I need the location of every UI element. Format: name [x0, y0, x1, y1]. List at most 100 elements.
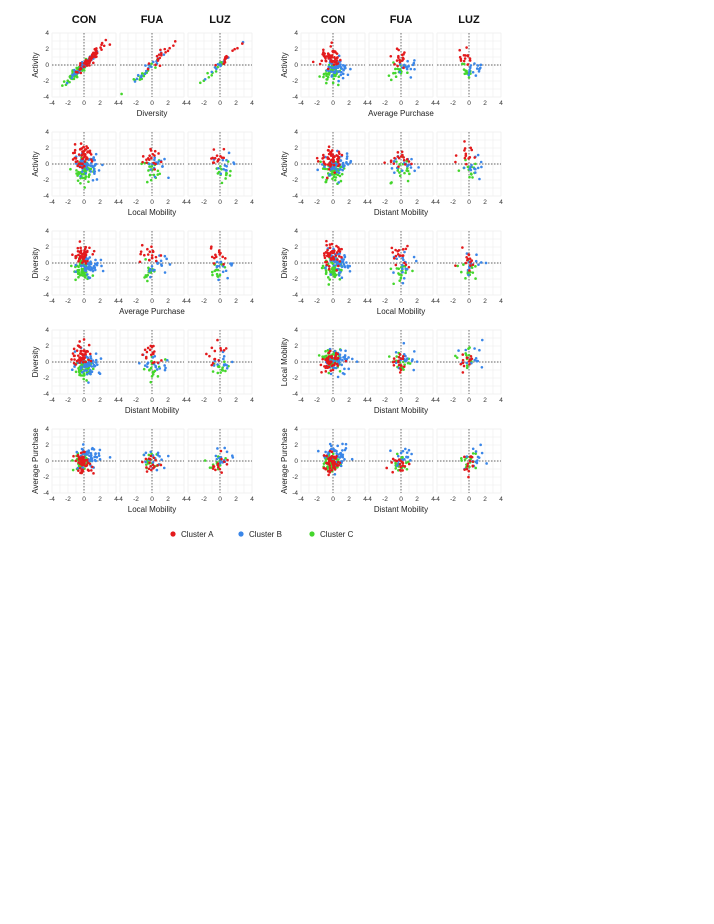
point-cluster-b — [92, 167, 96, 171]
x-tick-label: 2 — [166, 100, 170, 107]
point-cluster-b — [223, 164, 227, 167]
point-cluster-b — [349, 159, 353, 163]
point-cluster-a — [84, 262, 88, 265]
point-cluster-a — [470, 148, 474, 152]
y-tick-label: 0 — [45, 260, 49, 267]
x-tick-label: 0 — [467, 496, 471, 503]
point-cluster-c — [394, 71, 397, 75]
y-tick-label: -4 — [292, 391, 298, 398]
point-cluster-a — [325, 461, 328, 465]
point-cluster-b — [215, 457, 219, 461]
point-cluster-c — [83, 168, 87, 172]
point-cluster-c — [76, 179, 80, 182]
point-cluster-a — [393, 63, 396, 66]
point-cluster-c — [460, 457, 463, 460]
y-tick-label: 0 — [294, 260, 298, 267]
point-cluster-c — [216, 275, 220, 278]
point-cluster-a — [469, 146, 473, 150]
x-tick-label: 2 — [415, 100, 419, 107]
point-cluster-a — [90, 56, 94, 60]
point-cluster-a — [79, 471, 82, 475]
point-cluster-b — [212, 364, 216, 367]
point-cluster-a — [335, 154, 338, 157]
point-cluster-b — [343, 367, 346, 371]
point-cluster-b — [349, 67, 352, 71]
point-cluster-b — [92, 156, 96, 159]
x-axis-label: Average Purchase — [119, 307, 185, 316]
point-cluster-b — [74, 270, 77, 274]
x-tick-label: 2 — [483, 298, 487, 305]
point-cluster-b — [75, 450, 79, 454]
point-cluster-a — [214, 253, 217, 257]
point-cluster-b — [414, 259, 418, 263]
point-cluster-b — [341, 165, 345, 169]
point-cluster-c — [85, 379, 88, 382]
x-tick-label: 4 — [114, 496, 118, 503]
y-axis-label: Activity — [31, 52, 40, 77]
x-tick-label: 4 — [114, 100, 118, 107]
subplot-fua: -4 -2 0 2 4 — [366, 131, 435, 206]
y-tick-label: 2 — [45, 46, 49, 53]
point-cluster-c — [327, 371, 331, 375]
point-cluster-a — [159, 463, 163, 467]
point-cluster-b — [341, 449, 344, 452]
point-cluster-b — [415, 360, 419, 363]
x-tick-label: -2 — [450, 298, 456, 305]
point-cluster-b — [332, 449, 336, 453]
point-cluster-b — [97, 454, 101, 457]
point-cluster-a — [146, 156, 150, 160]
point-cluster-a — [398, 60, 402, 64]
point-cluster-b — [93, 365, 96, 368]
point-cluster-b — [227, 151, 231, 155]
point-cluster-a — [471, 460, 475, 463]
point-cluster-b — [339, 270, 342, 274]
point-cluster-b — [478, 348, 481, 352]
point-cluster-a — [340, 247, 343, 251]
y-axis-label: Local Mobility — [280, 338, 289, 386]
point-cluster-a — [214, 468, 217, 472]
x-tick-label: -4 — [366, 199, 372, 206]
point-cluster-c — [89, 167, 93, 171]
point-cluster-a — [399, 155, 403, 158]
x-tick-label: -2 — [382, 199, 388, 206]
x-tick-label: 0 — [399, 100, 403, 107]
point-cluster-b — [221, 270, 225, 274]
point-cluster-c — [76, 272, 80, 275]
point-cluster-a — [327, 473, 330, 477]
point-cluster-c — [460, 270, 463, 274]
point-cluster-a — [78, 361, 81, 364]
point-cluster-b — [399, 451, 403, 455]
point-cluster-b — [345, 157, 349, 160]
point-cluster-a — [467, 475, 470, 479]
point-cluster-a — [326, 356, 330, 360]
point-cluster-b — [468, 167, 471, 171]
point-cluster-b — [94, 152, 98, 156]
y-tick-label: 2 — [45, 343, 49, 350]
point-cluster-b — [329, 372, 333, 376]
subplot-fua: -4 -2 0 2 4 — [366, 428, 435, 503]
point-cluster-a — [332, 464, 335, 467]
point-cluster-b — [93, 266, 97, 270]
subplot-fua: -4 -2 0 2 4 — [117, 131, 186, 206]
point-cluster-a — [332, 160, 335, 164]
point-cluster-a — [88, 150, 91, 154]
point-cluster-c — [474, 466, 478, 470]
point-cluster-b — [405, 451, 409, 454]
x-tick-label: -4 — [185, 199, 191, 206]
point-cluster-b — [88, 454, 91, 458]
x-tick-label: -2 — [382, 397, 388, 404]
x-tick-label: 4 — [250, 397, 254, 404]
point-cluster-c — [83, 276, 87, 279]
point-cluster-b — [143, 72, 147, 76]
point-cluster-b — [214, 454, 218, 458]
point-cluster-b — [457, 349, 460, 352]
point-cluster-b — [341, 72, 345, 76]
x-tick-label: 0 — [218, 496, 222, 503]
point-cluster-c — [144, 274, 148, 277]
point-cluster-b — [406, 59, 409, 63]
x-tick-label: 2 — [98, 496, 102, 503]
point-cluster-c — [405, 169, 408, 172]
point-cluster-a — [166, 49, 170, 53]
x-tick-label: -4 — [366, 298, 372, 305]
